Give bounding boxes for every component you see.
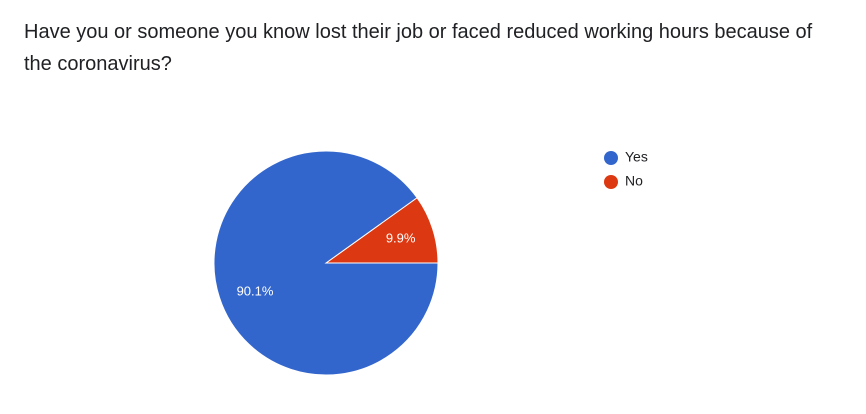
question-title: Have you or someone you know lost their … <box>24 21 813 75</box>
pie-slice-yes <box>213 150 439 376</box>
legend-marker-yes <box>604 151 618 165</box>
legend-marker-no <box>604 175 618 189</box>
pie-slice-labels: 9.9% 90.1% <box>237 230 416 298</box>
legend-label-no: No <box>625 173 643 189</box>
slice-label-no: 9.9% <box>386 230 416 245</box>
legend-label-yes: Yes <box>625 149 648 165</box>
slice-label-yes: 90.1% <box>237 283 274 298</box>
chart-legend: Yes No <box>604 149 648 189</box>
pie-slices <box>213 150 439 376</box>
